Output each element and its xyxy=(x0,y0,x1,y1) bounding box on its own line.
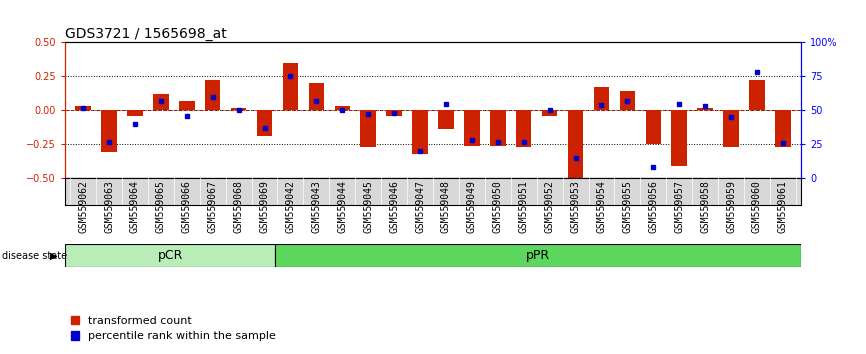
Legend: transformed count, percentile rank within the sample: transformed count, percentile rank withi… xyxy=(70,315,276,341)
Bar xyxy=(127,110,143,116)
Text: GSM559065: GSM559065 xyxy=(156,180,166,233)
Bar xyxy=(412,110,428,154)
Bar xyxy=(205,80,221,110)
Bar xyxy=(275,244,801,267)
Text: GSM559049: GSM559049 xyxy=(467,180,477,233)
Bar xyxy=(360,110,376,147)
Bar xyxy=(697,108,713,110)
Bar xyxy=(231,108,247,110)
Bar xyxy=(438,110,454,129)
Text: GSM559056: GSM559056 xyxy=(649,180,658,233)
Text: GSM559069: GSM559069 xyxy=(260,180,269,233)
Text: GSM559050: GSM559050 xyxy=(493,180,503,233)
Bar xyxy=(75,106,91,110)
Bar xyxy=(386,110,402,116)
Bar xyxy=(723,110,739,147)
Text: GSM559060: GSM559060 xyxy=(752,180,762,233)
Text: GSM559061: GSM559061 xyxy=(778,180,788,233)
Text: GSM559051: GSM559051 xyxy=(519,180,529,233)
Text: pPR: pPR xyxy=(526,249,550,262)
Bar xyxy=(516,110,532,147)
Bar xyxy=(101,110,117,152)
Text: pCR: pCR xyxy=(158,249,183,262)
Bar xyxy=(464,110,480,145)
Bar xyxy=(153,94,169,110)
Text: disease state: disease state xyxy=(2,251,67,261)
Text: GSM559042: GSM559042 xyxy=(286,180,295,233)
Bar xyxy=(619,91,635,110)
Text: GSM559048: GSM559048 xyxy=(441,180,451,233)
Bar xyxy=(594,87,610,110)
Text: GSM559055: GSM559055 xyxy=(623,180,632,233)
Text: GSM559053: GSM559053 xyxy=(571,180,580,233)
Text: GSM559058: GSM559058 xyxy=(700,180,710,233)
Bar xyxy=(308,83,324,110)
Bar xyxy=(749,80,765,110)
Text: GSM559067: GSM559067 xyxy=(208,180,217,233)
Bar xyxy=(775,110,791,147)
Bar xyxy=(542,110,558,116)
Text: GSM559066: GSM559066 xyxy=(182,180,191,233)
Text: GDS3721 / 1565698_at: GDS3721 / 1565698_at xyxy=(65,28,227,41)
Bar xyxy=(282,63,298,110)
Text: GSM559046: GSM559046 xyxy=(389,180,399,233)
Bar xyxy=(568,110,584,178)
Bar xyxy=(334,106,350,110)
Bar xyxy=(256,110,272,136)
Bar xyxy=(179,101,195,110)
Text: GSM559063: GSM559063 xyxy=(104,180,114,233)
Text: GSM559064: GSM559064 xyxy=(130,180,140,233)
Text: GSM559047: GSM559047 xyxy=(415,180,425,233)
Text: GSM559068: GSM559068 xyxy=(234,180,243,233)
Text: GSM559062: GSM559062 xyxy=(78,180,88,233)
Bar xyxy=(65,244,275,267)
Text: GSM559054: GSM559054 xyxy=(597,180,606,233)
Text: ▶: ▶ xyxy=(50,251,58,261)
Text: GSM559052: GSM559052 xyxy=(545,180,554,233)
Text: GSM559043: GSM559043 xyxy=(312,180,321,233)
Bar xyxy=(671,110,687,166)
Text: GSM559044: GSM559044 xyxy=(337,180,347,233)
Text: GSM559057: GSM559057 xyxy=(675,180,684,233)
Text: GSM559059: GSM559059 xyxy=(726,180,736,233)
Text: GSM559045: GSM559045 xyxy=(363,180,373,233)
Bar xyxy=(645,110,661,144)
Bar xyxy=(490,110,506,145)
